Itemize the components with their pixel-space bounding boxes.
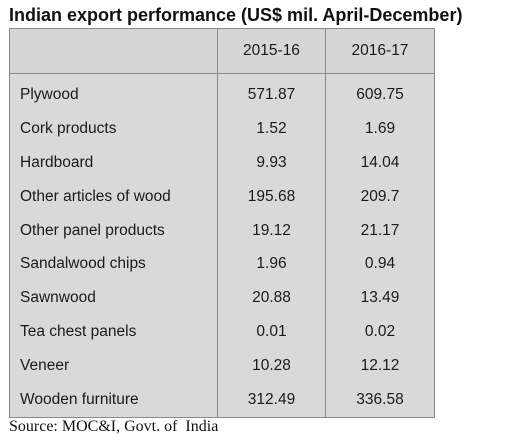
table-row: Cork products 1.52 1.69 — [9, 111, 435, 146]
product-name: Tea chest panels — [9, 315, 218, 350]
value-2016-17: 21.17 — [325, 213, 435, 248]
product-name: Sandalwood chips — [9, 247, 218, 282]
value-2015-16: 1.52 — [217, 111, 326, 146]
value-2016-17: 336.58 — [325, 383, 435, 418]
export-table: 2015-16 2016-17 Plywood 571.87 609.75 Co… — [9, 28, 435, 418]
value-2015-16: 0.01 — [217, 315, 326, 350]
header-product — [9, 28, 218, 74]
value-2016-17: 209.7 — [325, 179, 435, 214]
table-row: Other articles of wood 195.68 209.7 — [9, 179, 435, 214]
value-2016-17: 0.02 — [325, 315, 435, 350]
table-row: Tea chest panels 0.01 0.02 — [9, 315, 435, 350]
value-2016-17: 12.12 — [325, 349, 435, 384]
value-2015-16: 195.68 — [217, 179, 326, 214]
value-2015-16: 10.28 — [217, 349, 326, 384]
value-2015-16: 1.96 — [217, 247, 326, 282]
header-2016-17: 2016-17 — [325, 28, 435, 74]
table-row: Hardboard 9.93 14.04 — [9, 145, 435, 180]
table-row: Other panel products 19.12 21.17 — [9, 213, 435, 248]
product-name: Other articles of wood — [9, 179, 218, 214]
table-title: Indian export performance (US$ mil. Apri… — [9, 5, 463, 25]
value-2016-17: 14.04 — [325, 145, 435, 180]
product-name: Veneer — [9, 349, 218, 384]
value-2015-16: 312.49 — [217, 383, 326, 418]
product-name: Other panel products — [9, 213, 218, 248]
value-2015-16: 571.87 — [217, 73, 326, 112]
product-name: Hardboard — [9, 145, 218, 180]
value-2015-16: 20.88 — [217, 281, 326, 316]
source-note: Source: MOC&I, Govt. of India — [9, 418, 219, 435]
table-row: Wooden furniture 312.49 336.58 — [9, 383, 435, 418]
table-row: Sawnwood 20.88 13.49 — [9, 281, 435, 316]
product-name: Cork products — [9, 111, 218, 146]
product-name: Plywood — [9, 73, 218, 112]
table-row: Plywood 571.87 609.75 — [9, 73, 435, 112]
value-2015-16: 9.93 — [217, 145, 326, 180]
table-row: Veneer 10.28 12.12 — [9, 349, 435, 384]
value-2016-17: 0.94 — [325, 247, 435, 282]
table-row: Sandalwood chips 1.96 0.94 — [9, 247, 435, 282]
header-row: 2015-16 2016-17 — [9, 28, 435, 74]
product-name: Wooden furniture — [9, 383, 218, 418]
value-2016-17: 609.75 — [325, 73, 435, 112]
value-2016-17: 1.69 — [325, 111, 435, 146]
header-2015-16: 2015-16 — [217, 28, 326, 74]
product-name: Sawnwood — [9, 281, 218, 316]
value-2016-17: 13.49 — [325, 281, 435, 316]
value-2015-16: 19.12 — [217, 213, 326, 248]
